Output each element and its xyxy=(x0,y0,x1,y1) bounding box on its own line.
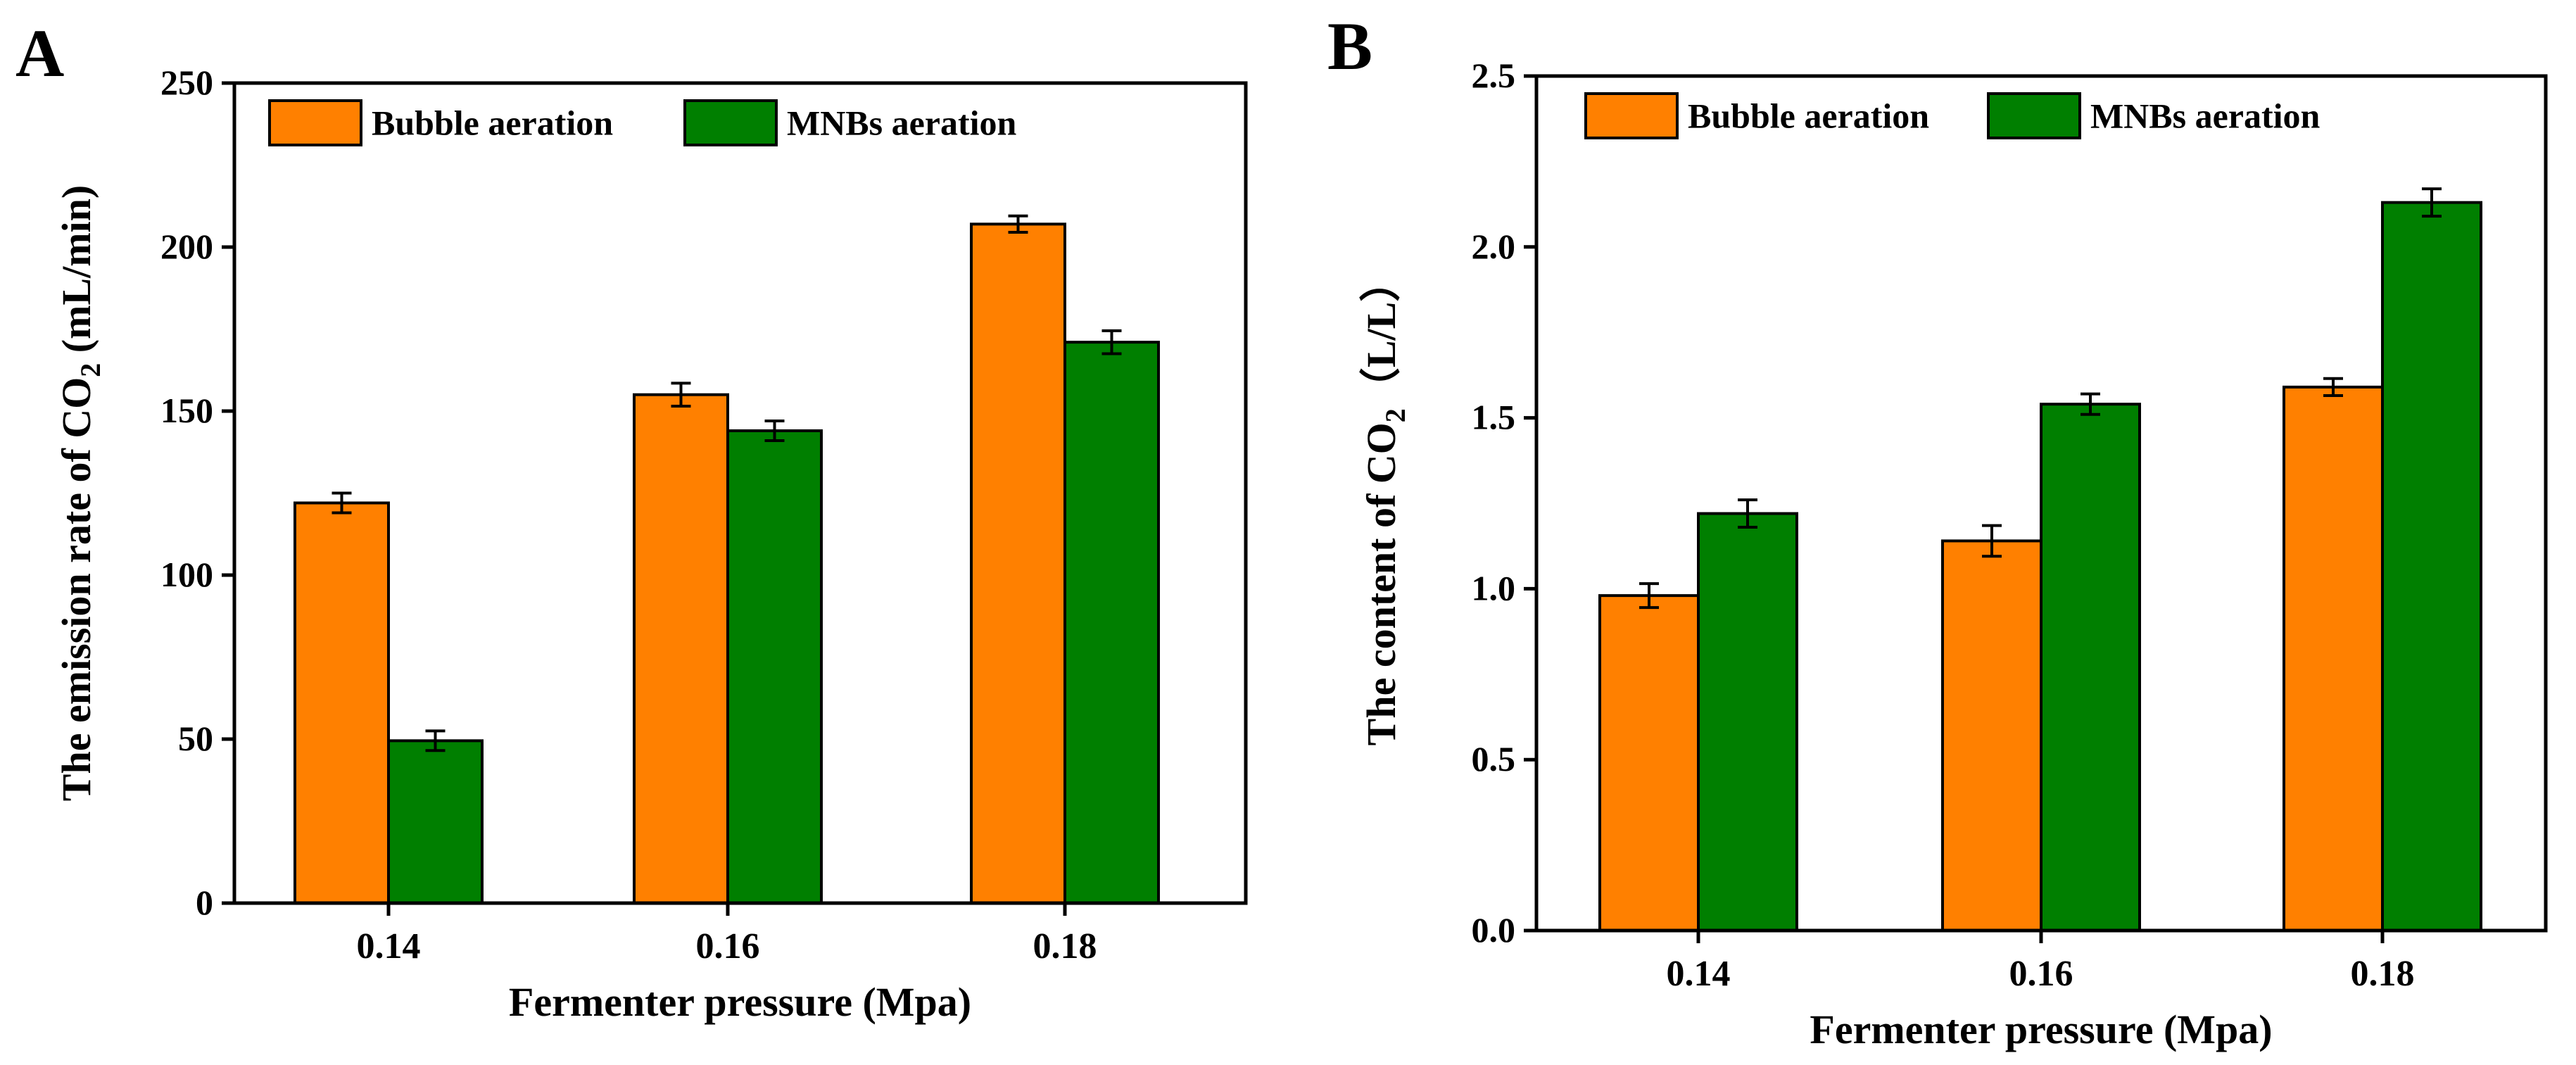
legend-label-mnbs: MNBs aeration xyxy=(2090,96,2321,136)
y-axis-title: The emission rate of CO2 (mL/min) xyxy=(53,185,106,801)
bar-mnbs-0.14 xyxy=(387,739,484,905)
y-tick-label: 100 xyxy=(160,555,213,594)
y-tick-label: 250 xyxy=(160,63,213,102)
bar-bubble-0.18 xyxy=(970,222,1066,905)
y-tick-label: 50 xyxy=(178,719,213,758)
bar-bubble-0.18 xyxy=(2283,385,2384,932)
legend-label-bubble: Bubble aeration xyxy=(1688,96,1929,136)
x-axis-title: Fermenter pressure (Mpa) xyxy=(1810,1007,2272,1052)
bar-mnbs-0.16 xyxy=(2040,403,2141,932)
y-tick-label: 1.5 xyxy=(1472,398,1516,437)
legend-swatch-mnbs xyxy=(1987,92,2081,139)
x-tick-label: 0.18 xyxy=(2351,954,2415,994)
y-tick-label: 2.5 xyxy=(1472,56,1516,95)
x-axis-title: Fermenter pressure (Mpa) xyxy=(509,979,971,1025)
y-tick-label: 0 xyxy=(196,883,213,922)
error-bar xyxy=(425,729,446,752)
legend-swatch-bubble xyxy=(268,99,362,146)
bar-mnbs-0.18 xyxy=(2381,201,2482,932)
legend: Bubble aeration MNBs aeration xyxy=(268,99,1017,146)
y-tick-label: 1.0 xyxy=(1472,568,1516,607)
legend: Bubble aeration MNBs aeration xyxy=(1584,92,2321,139)
legend-label-bubble: Bubble aeration xyxy=(372,103,613,143)
error-bar xyxy=(2081,392,2100,416)
y-tick-label: 2.0 xyxy=(1472,227,1516,266)
x-tick-label: 0.14 xyxy=(1667,954,1731,994)
bar-bubble-0.16 xyxy=(1941,539,2043,932)
x-tick-label: 0.16 xyxy=(696,926,760,966)
y-tick-label: 150 xyxy=(160,391,213,430)
error-bar xyxy=(2422,187,2442,218)
x-tick-label: 0.14 xyxy=(357,926,421,966)
bar-mnbs-0.14 xyxy=(1697,512,1798,932)
error-bar xyxy=(1982,524,2002,558)
error-bar xyxy=(1738,498,1757,529)
legend-swatch-mnbs xyxy=(683,99,778,146)
error-bar xyxy=(671,382,691,408)
chart-panel-a: A 0 50 100 150 200 250 0.14 0.16 0.18 Fermenter pr… xyxy=(15,15,1248,1025)
y-tick-label: 0.0 xyxy=(1472,910,1516,950)
error-bar xyxy=(1008,214,1028,234)
plot-frame xyxy=(232,81,1248,905)
bar-bubble-0.14 xyxy=(1598,594,1700,932)
error-bar xyxy=(1639,582,1659,610)
x-tick-label: 0.18 xyxy=(1033,926,1097,966)
x-tick-label: 0.16 xyxy=(2009,954,2073,994)
bar-mnbs-0.16 xyxy=(726,429,823,905)
y-axis-title: The content of CO2（L/L） xyxy=(1358,261,1411,746)
y-tick-label: 200 xyxy=(160,227,213,266)
bar-bubble-0.16 xyxy=(633,393,729,905)
legend-label-mnbs: MNBs aeration xyxy=(787,103,1017,143)
y-tick-label: 0.5 xyxy=(1472,739,1516,779)
bar-bubble-0.14 xyxy=(293,501,390,905)
error-bar xyxy=(332,491,352,515)
legend-swatch-bubble xyxy=(1584,92,1679,139)
error-bar xyxy=(2323,377,2343,398)
bar-mnbs-0.18 xyxy=(1063,341,1160,905)
chart-panel-b: B 0.0 0.5 1.0 1.5 2.0 2.5 0.14 0.16 0.18 Fermenter… xyxy=(1327,8,2548,1052)
error-bar xyxy=(764,419,785,442)
panel-label: B xyxy=(1327,8,1372,84)
error-bar xyxy=(1101,329,1122,355)
panel-label: A xyxy=(15,15,64,91)
